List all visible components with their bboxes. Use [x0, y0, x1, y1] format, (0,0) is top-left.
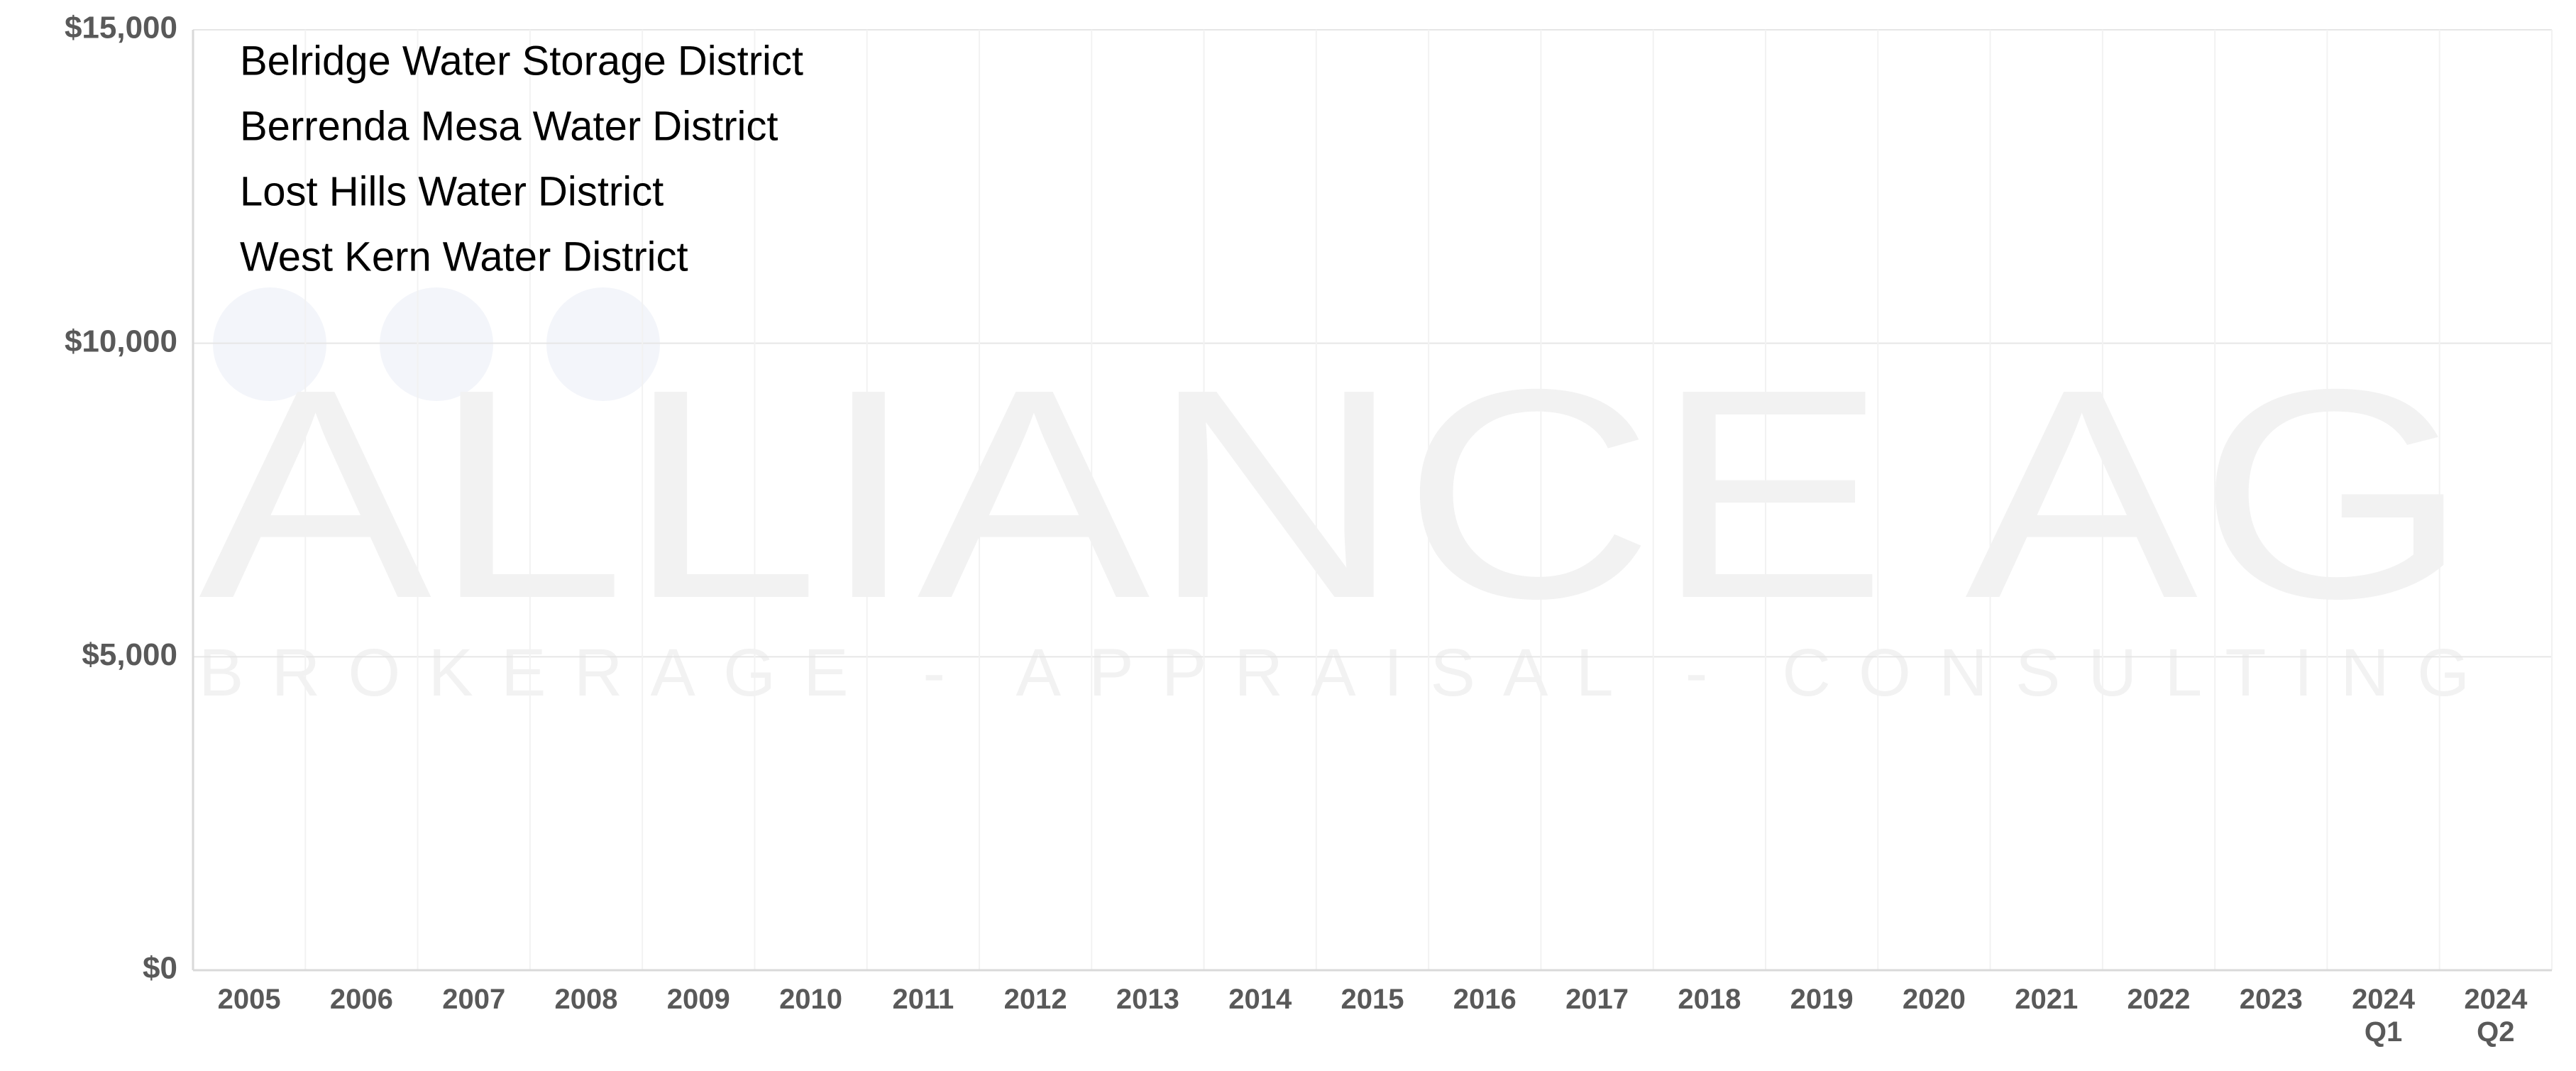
y-tick-label: $15,000 [65, 11, 177, 45]
x-tick-label: 2022 [2127, 984, 2191, 1015]
x-tick-label: 2018 [1678, 984, 1741, 1015]
y-tick-label: $5,000 [82, 637, 177, 672]
x-tick-label: 2016 [1453, 984, 1517, 1015]
legend-label: West Kern Water District [240, 234, 688, 280]
x-tick-label: 2008 [554, 984, 618, 1015]
x-tick-label: 2006 [329, 984, 393, 1015]
legend-label: Belridge Water Storage District [240, 38, 803, 84]
watermark-subtitle: BROKERAGE - APPRAISAL - CONSULTING [199, 635, 2470, 710]
watermark-logo [213, 287, 660, 401]
y-tick-label: $0 [143, 951, 177, 986]
x-tick-label: 2007 [442, 984, 506, 1015]
watermark-title: ALLIANCE AG [199, 328, 2470, 661]
x-tick-label: 2011 [892, 984, 954, 1015]
y-tick-label: $10,000 [65, 324, 177, 358]
x-tick-label: 2021 [2015, 984, 2079, 1015]
x-tick-label: 2014 [1228, 984, 1292, 1015]
x-tick-label: 2012 [1003, 984, 1067, 1015]
x-tick-label: 2015 [1341, 984, 1404, 1015]
x-tick-label: 2013 [1116, 984, 1179, 1015]
x-tick-label: 2019 [1790, 984, 1854, 1015]
x-tick-label: 2017 [1565, 984, 1629, 1015]
x-tick-label: 2024 Q2 [2464, 984, 2528, 1048]
x-tick-label: 2020 [1902, 984, 1966, 1015]
x-tick-label: 2009 [666, 984, 730, 1015]
x-tick-label: 2024 Q1 [2352, 984, 2416, 1048]
x-tick-label: 2010 [779, 984, 843, 1015]
x-tick-label: 2023 [2239, 984, 2303, 1015]
x-tick-label: 2005 [217, 984, 281, 1015]
legend-label: Lost Hills Water District [240, 168, 664, 214]
legend-label: Berrenda Mesa Water District [240, 103, 778, 149]
